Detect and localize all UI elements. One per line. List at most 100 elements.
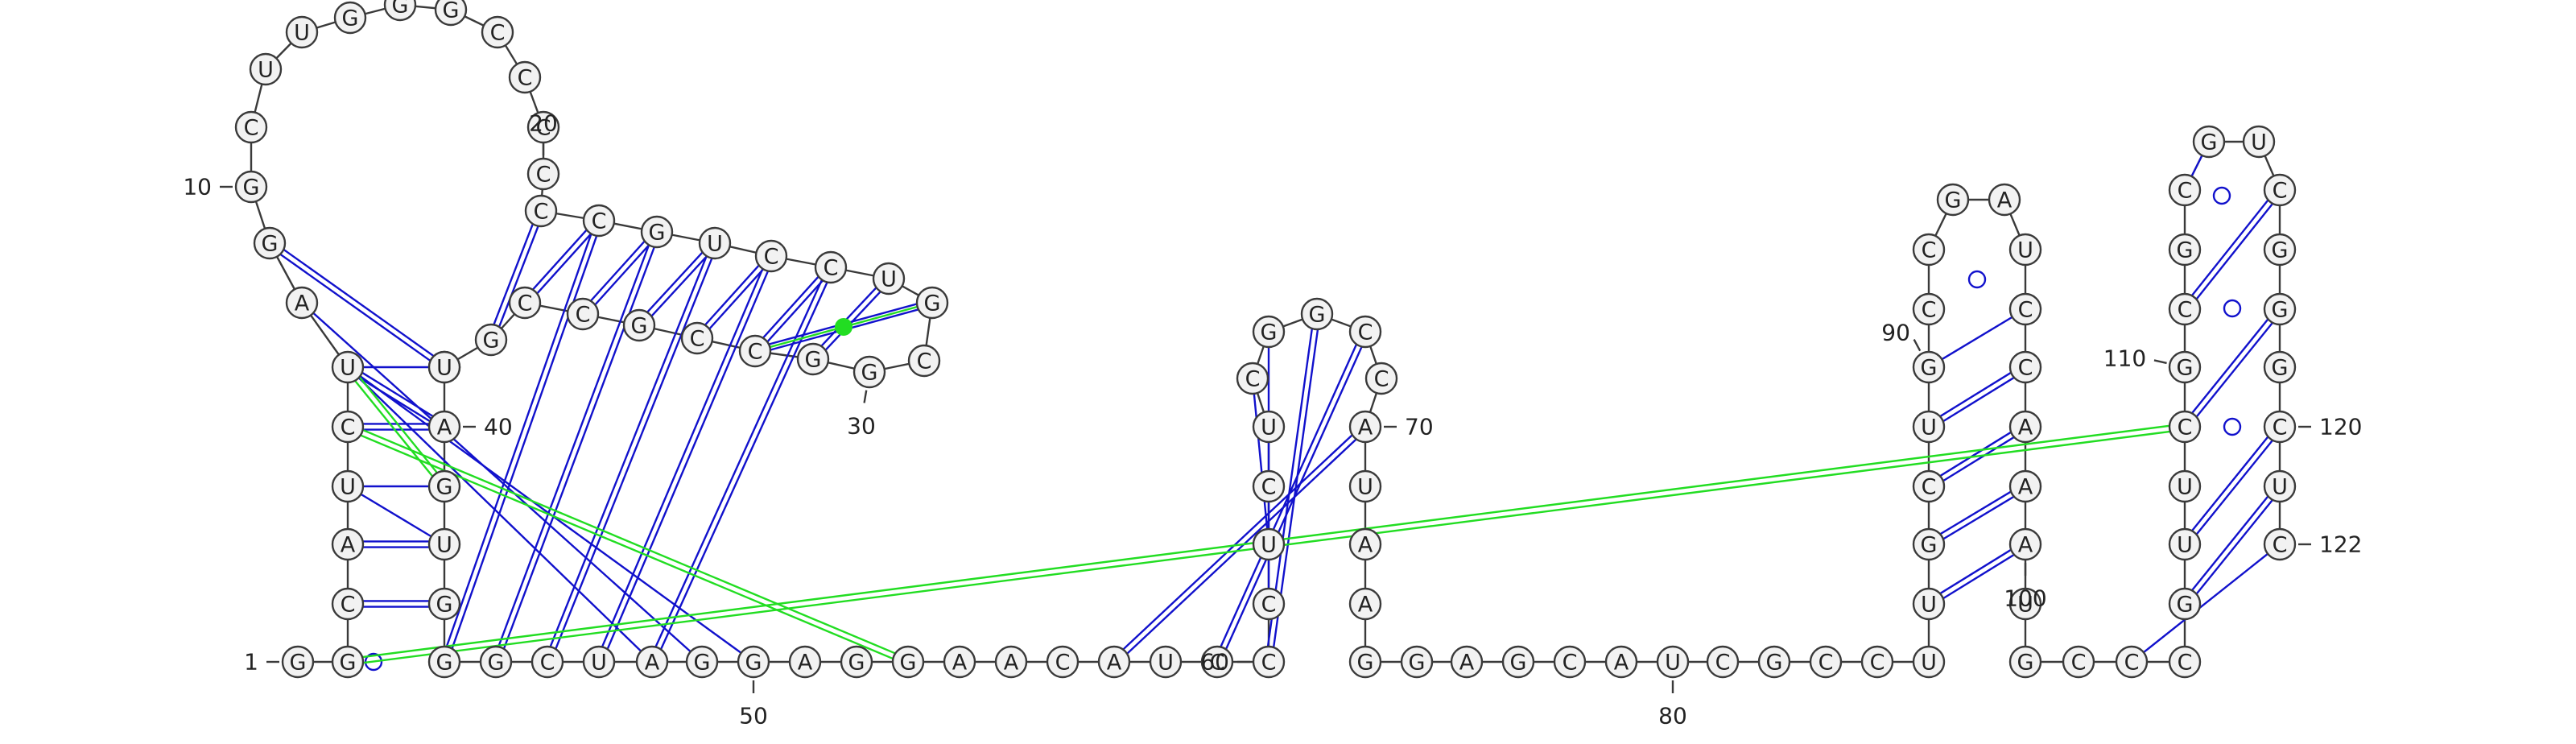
nucleotide-letter: G <box>2017 651 2034 676</box>
nucleotide-letter: G <box>694 651 711 676</box>
nucleotide-letter: A <box>1358 415 1373 440</box>
nucleotide-113: C <box>2169 175 2200 205</box>
nucleotide-26: C <box>815 252 846 283</box>
base-pair-line <box>489 210 539 339</box>
nucleotide-letter: C <box>2018 356 2033 381</box>
numbering-tick <box>2154 360 2167 363</box>
nucleotide-94: A <box>1989 184 2020 215</box>
nucleotide-65: C <box>1237 363 1268 394</box>
nucleotide-43: G <box>429 589 460 619</box>
nucleotide-107: U <box>2169 529 2200 560</box>
noncanonical-pair-marker <box>836 319 852 335</box>
nucleotide-letter: G <box>443 0 460 23</box>
nucleotide-letter: C <box>1358 320 1373 345</box>
nucleotide-4: A <box>332 529 363 560</box>
nucleotide-62: U <box>1253 529 1284 560</box>
nucleotide-18: C <box>510 62 540 93</box>
nucleotide-51: A <box>790 647 820 677</box>
nucleotide-81: C <box>1707 647 1738 677</box>
nucleotide-letter: C <box>1715 651 1731 676</box>
nucleotide-36: C <box>510 287 540 318</box>
nucleotide-letter: C <box>1245 367 1261 392</box>
nucleotide-22: C <box>584 205 614 236</box>
nucleotide-61: C <box>1253 589 1284 619</box>
nucleotide-letter: A <box>1004 651 1019 676</box>
nucleotide-47: U <box>584 647 614 677</box>
nucleotide-letter: G <box>900 651 917 676</box>
nucleotide-28: G <box>917 287 947 318</box>
nucleotide-letter: C <box>1261 651 1277 676</box>
nucleotide-13: U <box>287 17 317 48</box>
nucleotide-letter: U <box>340 475 356 500</box>
nucleotide-letter: G <box>436 475 453 500</box>
nucleotide-39: U <box>429 352 460 382</box>
nucleotide-48: A <box>637 647 667 677</box>
nucleotide-76: A <box>1451 647 1482 677</box>
nucleotide-letter: C <box>748 340 763 365</box>
nucleotide-58: U <box>1150 647 1181 677</box>
nucleotide-letter: G <box>2177 593 2194 618</box>
numbering-label: 40 <box>484 414 513 440</box>
nucleotide-74: G <box>1350 647 1381 677</box>
nucleotide-120: C <box>2264 411 2295 442</box>
nucleotide-91: C <box>1913 294 1944 324</box>
nucleotide-letter: U <box>2251 130 2267 155</box>
nucleotide-letter: G <box>2177 356 2194 381</box>
nucleotide-letter: G <box>290 651 307 676</box>
numbering-label: 120 <box>2319 414 2362 440</box>
nucleotide-78: C <box>1554 647 1585 677</box>
nucleotide-letter: G <box>1261 320 1278 345</box>
nucleotide-letter: C <box>1563 651 1578 676</box>
nucleotide-42: U <box>429 529 460 560</box>
nucleotide-letter: U <box>436 533 452 558</box>
nucleotide-24: U <box>700 228 730 258</box>
nucleotide-letter: G <box>2201 130 2218 155</box>
nucleotide-116: C <box>2264 175 2295 205</box>
nucleotide-letter: C <box>1922 238 1937 263</box>
nucleotide-67: G <box>1302 299 1332 329</box>
nucleotide-letter: G <box>262 232 279 257</box>
nucleotide-letter: G <box>1921 356 1938 381</box>
nucleotide-letter: C <box>764 245 779 270</box>
nucleotide-letter: C <box>540 651 555 676</box>
nucleotide-letter: C <box>2178 179 2193 204</box>
nucleotide-letter: C <box>244 116 259 141</box>
base-pair-line <box>585 234 659 316</box>
nucleotide-69: C <box>1366 363 1397 394</box>
nucleotide-117: G <box>2264 234 2295 265</box>
nucleotide-letter: C <box>1261 475 1277 500</box>
nucleotide-20: C <box>528 159 559 189</box>
nucleotide-16: G <box>436 0 466 25</box>
nucleotide-37: G <box>476 324 506 355</box>
nucleotide-9: G <box>254 228 285 258</box>
nucleotide-55: A <box>996 647 1026 677</box>
nucleotide-letter: G <box>1945 188 1962 213</box>
nucleotide-1: G <box>283 647 313 677</box>
nucleotide-letter: G <box>1766 651 1783 676</box>
nucleotide-letter: C <box>1922 298 1937 323</box>
nucleotide-23: G <box>642 217 672 247</box>
nucleotide-31: G <box>798 344 828 374</box>
nucleotide-letter: C <box>341 593 356 618</box>
nucleotide-84: C <box>1862 647 1893 677</box>
numbering-label: 20 <box>529 110 558 137</box>
nucleotide-82: G <box>1759 647 1790 677</box>
nucleotide-letter: C <box>2178 651 2193 676</box>
nucleotide-letter: U <box>591 651 607 676</box>
nucleotide-letter: G <box>649 221 666 246</box>
nucleotide-letter: G <box>2272 238 2289 263</box>
nucleotide-57: A <box>1099 647 1129 677</box>
nucleotide-86: U <box>1913 589 1944 619</box>
nucleotide-88: C <box>1913 471 1944 502</box>
nucleotide-109: C <box>2169 411 2200 442</box>
base-pair-line <box>1929 309 2025 367</box>
nucleotide-letter: U <box>2177 475 2193 500</box>
base-pair-line <box>642 245 717 327</box>
base-pair-line <box>2132 544 2280 662</box>
nucleotide-letter: G <box>2272 356 2289 381</box>
nucleotide-letter: A <box>1358 533 1373 558</box>
nucleotide-layer: GGCAUCUAGGCUUGGGCCCCCCGUCCUGCGGCCGCCGGUA… <box>236 0 2295 677</box>
nucleotide-letter: C <box>2273 179 2288 204</box>
nucleotide-letter: A <box>1614 651 1629 676</box>
nucleotide-29: C <box>909 345 939 376</box>
